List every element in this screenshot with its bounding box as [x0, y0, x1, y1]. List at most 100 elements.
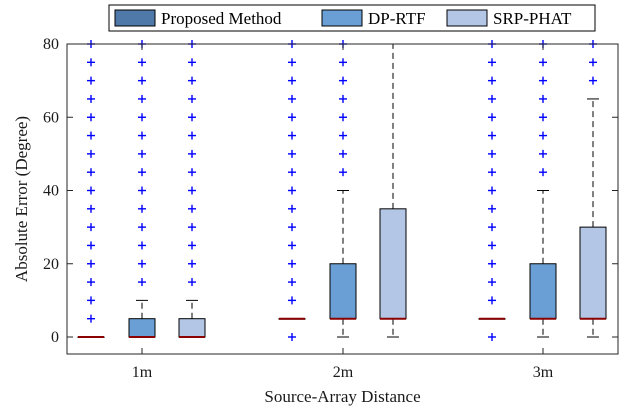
x-axis-label: Source-Array Distance	[264, 387, 420, 406]
outlier-point	[138, 113, 146, 122]
outlier-point	[488, 76, 496, 85]
outlier-point	[488, 296, 496, 305]
outlier-point	[288, 58, 296, 67]
outlier-point	[288, 259, 296, 268]
box-srp-phat-3m	[579, 40, 607, 338]
outlier-point	[488, 223, 496, 232]
outlier-point	[339, 131, 347, 140]
legend-label: Proposed Method	[161, 9, 282, 28]
legend-swatch	[446, 9, 488, 27]
outlier-point	[87, 259, 95, 268]
outlier-point	[87, 223, 95, 232]
outlier-point	[288, 149, 296, 158]
outlier-point	[138, 259, 146, 268]
outlier-point	[87, 278, 95, 287]
outlier-point	[589, 76, 597, 85]
outlier-point	[539, 58, 547, 67]
outlier-point	[288, 278, 296, 287]
outlier-point	[138, 58, 146, 67]
y-tick-label: 80	[43, 36, 59, 53]
x-tick-label: 3m	[533, 364, 554, 381]
outlier-point	[188, 58, 196, 67]
outlier-point	[87, 168, 95, 177]
outlier-point	[188, 76, 196, 85]
x-tick-label: 2m	[333, 364, 354, 381]
outlier-point	[288, 223, 296, 232]
outlier-point	[488, 241, 496, 250]
outlier-point	[339, 149, 347, 158]
box-srp-phat-2m	[379, 43, 407, 338]
box-body	[579, 226, 607, 320]
outlier-point	[188, 186, 196, 195]
outlier-point	[488, 113, 496, 122]
outlier-point	[288, 131, 296, 140]
outlier-point	[188, 241, 196, 250]
legend-swatch	[114, 9, 156, 27]
outlier-point	[488, 278, 496, 287]
outlier-point	[488, 58, 496, 67]
outlier-point	[288, 94, 296, 103]
outlier-point	[539, 131, 547, 140]
outlier-point	[488, 94, 496, 103]
box-body	[329, 263, 357, 320]
box-proposed-method-3m	[478, 40, 506, 341]
outlier-point	[339, 113, 347, 122]
outlier-point	[188, 131, 196, 140]
outlier-point	[188, 94, 196, 103]
outlier-point	[339, 58, 347, 67]
outlier-point	[488, 333, 496, 341]
box-proposed-method-1m	[77, 40, 105, 338]
outlier-point	[589, 58, 597, 67]
outlier-point	[188, 223, 196, 232]
outlier-point	[288, 204, 296, 213]
outlier-point	[138, 168, 146, 177]
outlier-point	[138, 223, 146, 232]
outlier-point	[288, 241, 296, 250]
outlier-point	[339, 76, 347, 85]
box-dp-rtf-3m	[529, 40, 557, 338]
outlier-point	[138, 76, 146, 85]
outlier-point	[188, 259, 196, 268]
box-dp-rtf-2m	[329, 40, 357, 338]
outlier-point	[488, 259, 496, 268]
outlier-point	[188, 204, 196, 213]
box-dp-rtf-1m	[128, 40, 156, 338]
outlier-point	[288, 186, 296, 195]
box-proposed-method-2m	[278, 40, 306, 341]
axes: 0 20 40 60 80 1m 2m 3m Source-Array Distance Abso…	[12, 36, 619, 406]
outlier-point	[87, 131, 95, 140]
box-srp-phat-1m	[178, 40, 206, 338]
outlier-point	[288, 333, 296, 341]
legend-entry: Proposed Method	[114, 9, 282, 28]
outlier-point	[488, 204, 496, 213]
outlier-point	[138, 131, 146, 140]
outlier-point	[539, 149, 547, 158]
outlier-point	[188, 168, 196, 177]
legend-entry: DP-RTF	[321, 9, 426, 28]
outlier-point	[87, 113, 95, 122]
legend-label: DP-RTF	[368, 9, 426, 28]
box-body	[529, 263, 557, 320]
outlier-point	[488, 186, 496, 195]
outlier-point	[188, 113, 196, 122]
outlier-point	[288, 76, 296, 85]
legend-label: SRP-PHAT	[493, 9, 572, 28]
outlier-point	[138, 149, 146, 158]
outlier-point	[87, 296, 95, 305]
outlier-point	[138, 204, 146, 213]
outlier-point	[339, 94, 347, 103]
legend: Proposed Method DP-RTF SRP-PHAT	[108, 4, 596, 32]
y-tick-label: 0	[51, 329, 59, 346]
y-tick-label: 40	[43, 183, 59, 200]
outlier-point	[87, 58, 95, 67]
outlier-point	[288, 296, 296, 305]
x-tick-label: 1m	[132, 364, 153, 381]
outlier-point	[488, 149, 496, 158]
outlier-point	[288, 168, 296, 177]
outlier-point	[87, 314, 95, 323]
outlier-point	[188, 278, 196, 287]
legend-entry: SRP-PHAT	[446, 9, 572, 28]
legend-swatch	[321, 9, 363, 27]
